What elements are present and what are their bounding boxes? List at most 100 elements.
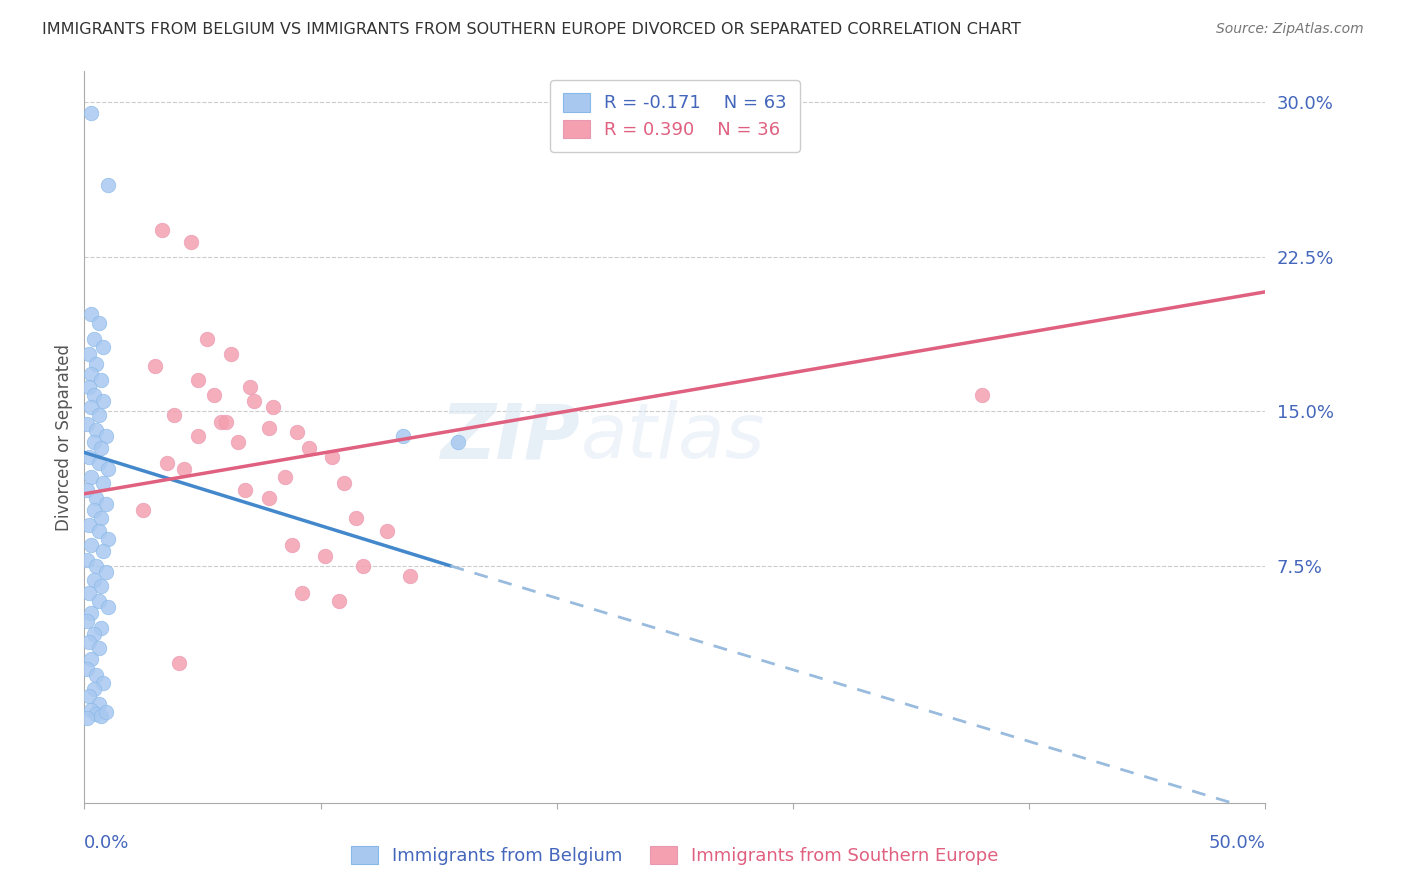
Point: [90, 621, 112, 635]
Point: [83, 503, 105, 517]
Point: [243, 394, 266, 409]
Text: IMMIGRANTS FROM BELGIUM VS IMMIGRANTS FROM SOUTHERN EUROPE DIVORCED OR SEPARATED: IMMIGRANTS FROM BELGIUM VS IMMIGRANTS FR…: [42, 22, 1021, 37]
Point: [132, 503, 155, 517]
Point: [80, 703, 103, 717]
Point: [84, 668, 107, 682]
Point: [94, 705, 117, 719]
Point: [91, 676, 114, 690]
Point: [314, 549, 336, 563]
Point: [76, 417, 98, 431]
Point: [87, 316, 110, 330]
Point: [209, 415, 232, 429]
Point: [94, 565, 117, 579]
Point: [90, 709, 112, 723]
Point: [84, 558, 107, 573]
Point: [97, 600, 120, 615]
Point: [76, 711, 98, 725]
Point: [226, 435, 249, 450]
Point: [80, 401, 103, 415]
Point: [84, 491, 107, 505]
Point: [83, 627, 105, 641]
Point: [76, 662, 98, 676]
Point: [298, 442, 321, 456]
Point: [333, 476, 356, 491]
Point: [77, 346, 100, 360]
Point: [83, 435, 105, 450]
Point: [91, 394, 114, 409]
Point: [77, 689, 100, 703]
Point: [180, 235, 202, 250]
Point: [321, 450, 343, 464]
Point: [91, 476, 114, 491]
Point: [163, 409, 186, 423]
Point: [202, 388, 225, 402]
Point: [97, 178, 120, 192]
Point: [187, 429, 209, 443]
Point: [446, 435, 468, 450]
Point: [94, 429, 117, 443]
Point: [80, 606, 103, 620]
Point: [195, 332, 218, 346]
Point: [76, 552, 98, 566]
Legend: Immigrants from Belgium, Immigrants from Southern Europe: Immigrants from Belgium, Immigrants from…: [342, 837, 1008, 874]
Point: [257, 491, 280, 505]
Point: [87, 641, 110, 656]
Point: [375, 524, 398, 538]
Point: [90, 442, 112, 456]
Point: [80, 538, 103, 552]
Point: [173, 462, 195, 476]
Point: [219, 346, 242, 360]
Point: [90, 511, 112, 525]
Point: [150, 223, 173, 237]
Point: [94, 497, 117, 511]
Text: 0.0%: 0.0%: [84, 834, 129, 852]
Point: [97, 462, 120, 476]
Point: [77, 585, 100, 599]
Point: [76, 483, 98, 497]
Point: [77, 635, 100, 649]
Y-axis label: Divorced or Separated: Divorced or Separated: [55, 343, 73, 531]
Point: [77, 450, 100, 464]
Point: [262, 401, 284, 415]
Point: [83, 388, 105, 402]
Text: atlas: atlas: [581, 401, 765, 474]
Point: [87, 697, 110, 711]
Point: [84, 423, 107, 437]
Point: [143, 359, 166, 373]
Point: [352, 558, 374, 573]
Point: [281, 538, 304, 552]
Point: [91, 544, 114, 558]
Point: [399, 569, 422, 583]
Point: [392, 429, 415, 443]
Point: [167, 656, 190, 670]
Point: [76, 615, 98, 629]
Point: [90, 579, 112, 593]
Text: 50.0%: 50.0%: [1209, 834, 1265, 852]
Point: [274, 470, 297, 484]
Point: [80, 368, 103, 382]
Point: [156, 456, 179, 470]
Point: [83, 332, 105, 346]
Point: [257, 421, 280, 435]
Point: [344, 511, 367, 525]
Point: [77, 379, 100, 393]
Text: ZIP: ZIP: [440, 401, 581, 474]
Point: [233, 483, 256, 497]
Point: [87, 524, 110, 538]
Point: [83, 574, 105, 588]
Point: [90, 373, 112, 387]
Point: [84, 707, 107, 722]
Point: [83, 682, 105, 697]
Point: [285, 425, 308, 439]
Point: [80, 651, 103, 665]
Point: [87, 409, 110, 423]
Text: Source: ZipAtlas.com: Source: ZipAtlas.com: [1216, 22, 1364, 37]
Point: [970, 388, 993, 402]
Point: [80, 308, 103, 322]
Point: [84, 357, 107, 371]
Point: [239, 379, 262, 393]
Point: [328, 594, 350, 608]
Point: [80, 470, 103, 484]
Point: [215, 415, 238, 429]
Point: [80, 105, 103, 120]
